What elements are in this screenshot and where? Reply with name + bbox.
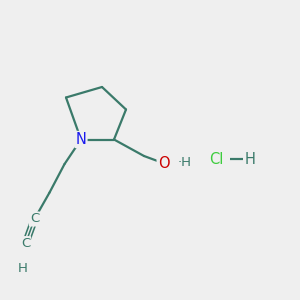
Text: C: C [30, 212, 39, 226]
Text: O: O [158, 156, 169, 171]
Text: C: C [21, 237, 30, 250]
Text: ·H: ·H [178, 156, 192, 170]
Text: H: H [245, 152, 256, 166]
Text: Cl: Cl [209, 152, 223, 166]
Text: H: H [18, 262, 28, 275]
Text: N: N [76, 132, 86, 147]
